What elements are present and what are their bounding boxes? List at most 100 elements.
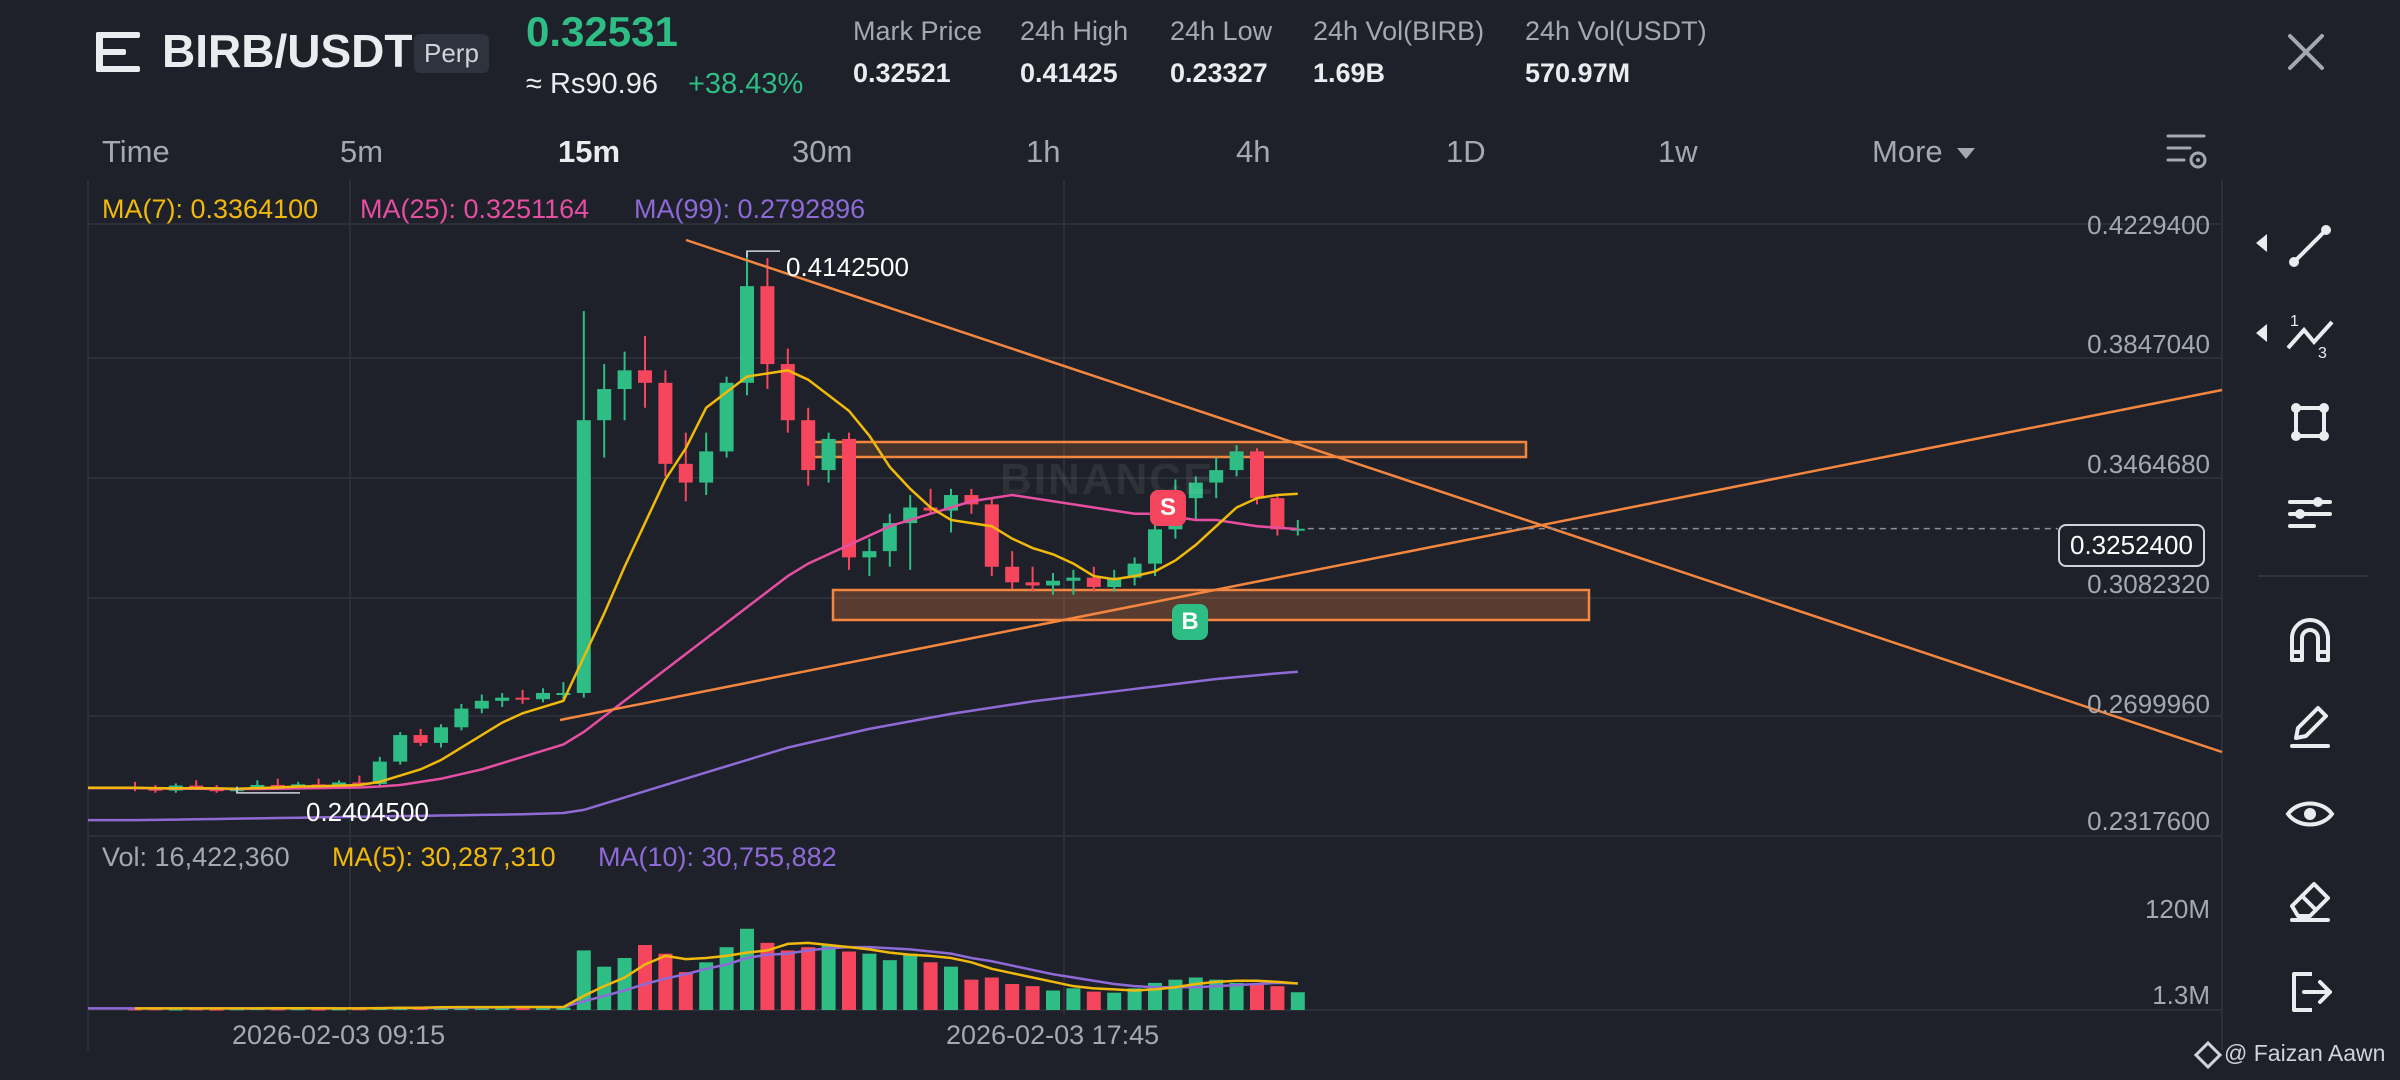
volume-bar xyxy=(1290,992,1305,1010)
chart-settings-icon[interactable] xyxy=(2166,132,2208,172)
candle-body xyxy=(923,507,938,511)
volume-bar xyxy=(1066,988,1081,1010)
y-tick-label: 0.3847040 xyxy=(2087,329,2210,359)
candle-body xyxy=(617,370,632,390)
credit-text: @ Faizan Aawn xyxy=(2193,1040,2385,1070)
stat-label-mark-price: Mark Price xyxy=(853,16,983,46)
tab-more[interactable]: More xyxy=(1872,134,1976,170)
candle-body xyxy=(658,382,673,464)
volume-ma5-legend: MA(5): 30,287,310 xyxy=(332,842,556,872)
indicator-settings-icon[interactable] xyxy=(2280,484,2340,544)
candle-body xyxy=(842,438,856,558)
volume-bar xyxy=(740,928,754,1010)
candle-body xyxy=(760,286,775,365)
volume-bar xyxy=(638,945,652,1010)
magnet-icon[interactable] xyxy=(2280,610,2340,670)
x-tick-label: 2026-02-03 17:45 xyxy=(946,1020,1160,1050)
expand-arrow-icon[interactable] xyxy=(2256,324,2267,342)
current-price-label: 0.3252400 xyxy=(2058,524,2205,567)
high-price-label: 0.4142500 xyxy=(786,252,909,282)
tab-30m[interactable]: 30m xyxy=(792,134,853,169)
volume-bar xyxy=(1046,990,1060,1010)
y-tick-label: 0.3464680 xyxy=(2087,449,2210,479)
eraser-icon[interactable] xyxy=(2280,870,2340,930)
trading-pair-title[interactable]: BIRB/USDT xyxy=(162,25,413,77)
volume-bar xyxy=(984,977,999,1010)
ma7-legend: MA(7): 0.3364100 xyxy=(102,194,319,224)
volume-bar xyxy=(842,951,856,1010)
volume-y-tick-label: 1.3M xyxy=(2152,980,2210,1010)
candle-body xyxy=(821,438,836,471)
candle-body xyxy=(372,761,387,785)
candle-body xyxy=(413,735,428,743)
stat-label-24h-vol-quote: 24h Vol(USDT) xyxy=(1525,16,1707,46)
rectangle-shape-icon[interactable] xyxy=(2280,392,2340,452)
volume-bar xyxy=(1270,986,1285,1010)
volume-bar xyxy=(515,1007,530,1010)
y-tick-label: 0.3082320 xyxy=(2087,569,2210,599)
stat-label-24h-vol-base: 24h Vol(BIRB) xyxy=(1313,16,1485,46)
candle-body xyxy=(352,782,367,785)
candle-body xyxy=(495,697,510,701)
volume-bar xyxy=(1127,988,1142,1010)
tab-1h[interactable]: 1h xyxy=(1026,134,1061,169)
candlesticks xyxy=(128,251,1305,794)
volume-bars xyxy=(88,928,1305,1011)
candle-body xyxy=(882,523,897,552)
volume-bar xyxy=(964,979,979,1010)
visibility-eye-icon[interactable] xyxy=(2280,784,2340,844)
close-icon[interactable] xyxy=(2284,30,2328,74)
candle-body xyxy=(1005,566,1020,583)
volume-bar xyxy=(821,945,836,1010)
candle-body xyxy=(474,700,489,709)
volume-bar xyxy=(536,1007,550,1010)
candle-body xyxy=(780,364,795,421)
stat-value-24h-low: 0.23327 xyxy=(1170,58,1268,88)
toolbar-divider xyxy=(2258,575,2368,577)
candle-body xyxy=(332,782,346,786)
candle-body xyxy=(556,692,571,695)
diamond-logo-icon xyxy=(2193,1040,2223,1070)
ma25-legend: MA(25): 0.3251164 xyxy=(360,194,590,224)
tab-more-label: More xyxy=(1872,134,1943,169)
candle-body xyxy=(678,463,693,483)
volume-ma10-legend: MA(10): 30,755,882 xyxy=(598,842,837,872)
tab-1d[interactable]: 1D xyxy=(1446,134,1486,169)
volume-bar xyxy=(1168,979,1183,1010)
volume-bar xyxy=(1005,984,1020,1010)
volume-bar xyxy=(1025,986,1040,1010)
draw-pen-icon[interactable] xyxy=(2280,696,2340,756)
drawing-zones xyxy=(806,440,1591,622)
sell-marker[interactable]: S xyxy=(1150,490,1186,526)
expand-arrow-icon[interactable] xyxy=(2256,234,2267,252)
trend-line-icon[interactable] xyxy=(2280,216,2340,276)
volume-bar xyxy=(597,966,612,1010)
tab-4h[interactable]: 4h xyxy=(1236,134,1271,169)
menu-icon[interactable] xyxy=(96,30,142,74)
ascending-trend-line xyxy=(559,388,2223,722)
tab-1w[interactable]: 1w xyxy=(1658,134,1698,169)
y-tick-label: 0.2317600 xyxy=(2087,806,2210,836)
exit-drawing-icon[interactable] xyxy=(2280,962,2340,1022)
volume-bar xyxy=(903,953,918,1010)
volume-ma5-line xyxy=(135,941,1298,1010)
candle-body xyxy=(250,784,265,789)
candle-body xyxy=(801,420,816,471)
price-change-percent: +38.43% xyxy=(688,68,804,100)
tab-15m[interactable]: 15m xyxy=(558,134,621,169)
buy-marker[interactable]: B xyxy=(1172,604,1208,640)
candle-body xyxy=(515,697,530,700)
fiat-price: ≈ Rs90.96 xyxy=(526,68,658,100)
support-zone xyxy=(831,588,1591,622)
volume-bar xyxy=(923,962,938,1010)
candle-body xyxy=(1209,470,1224,483)
stat-value-24h-high: 0.41425 xyxy=(1020,58,1118,88)
candle-body xyxy=(638,370,652,383)
candle-body xyxy=(393,735,408,762)
tab-5m[interactable]: 5m xyxy=(340,134,384,169)
tab-time[interactable]: Time xyxy=(102,134,170,169)
ma25-line xyxy=(88,493,1298,791)
trend-lines xyxy=(236,238,2223,794)
